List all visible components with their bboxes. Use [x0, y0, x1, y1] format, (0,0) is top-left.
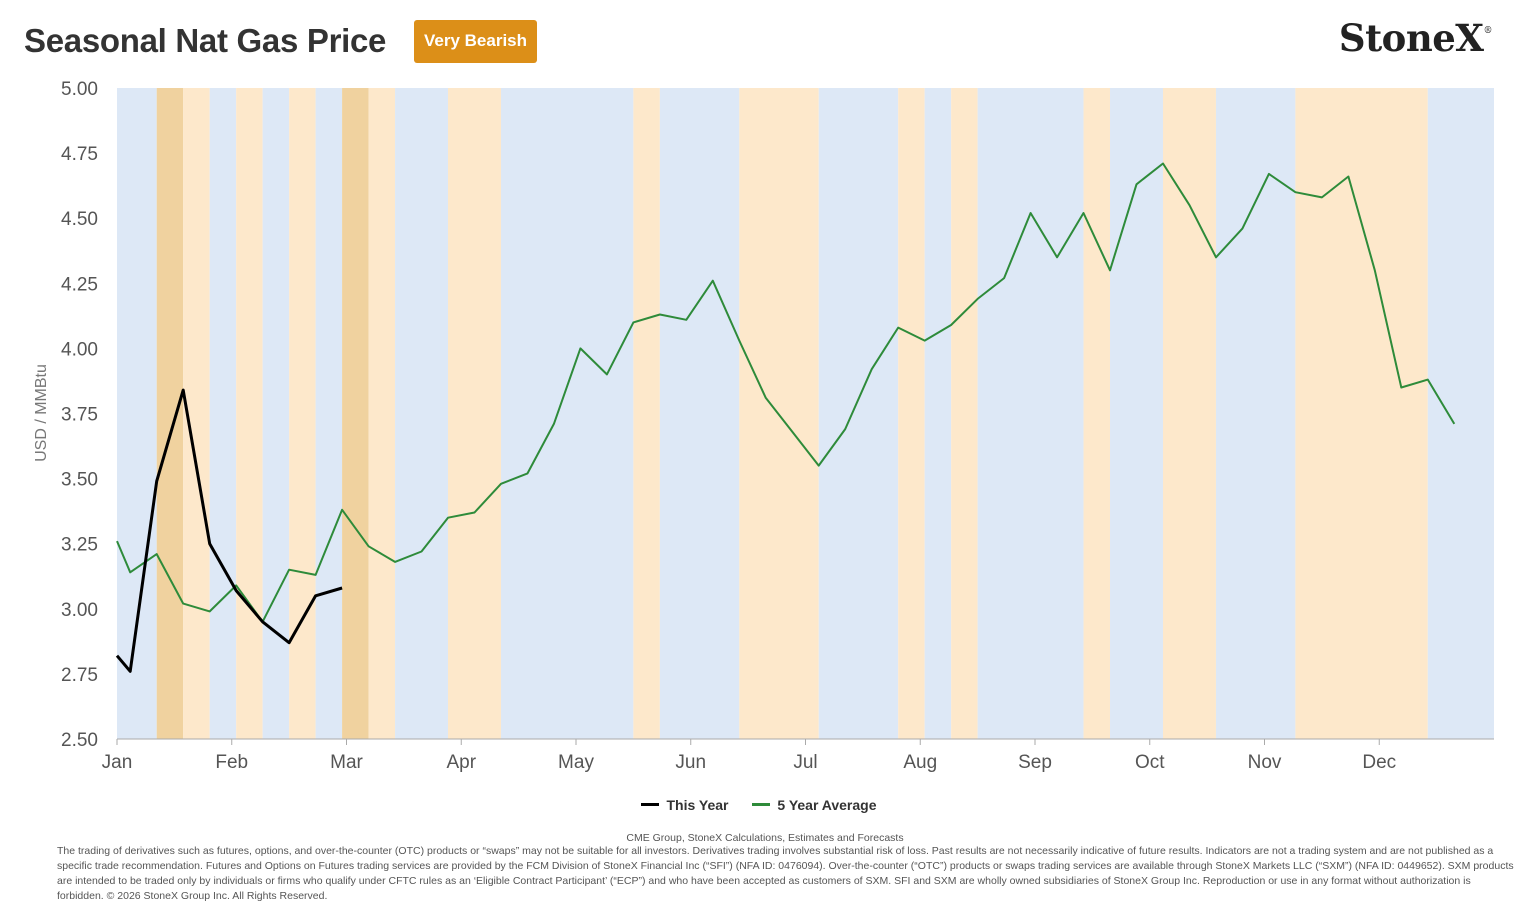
y-tick-label: 3.00: [61, 600, 98, 621]
band-bearish-9: [368, 88, 396, 739]
band-bearish-11: [448, 88, 501, 739]
y-tick-label: 4.00: [61, 339, 98, 360]
x-tick-label: Apr: [446, 752, 476, 773]
x-tick-label: Oct: [1135, 752, 1165, 773]
y-tick-label: 4.75: [61, 144, 98, 165]
y-tick-label: 2.75: [61, 665, 98, 686]
y-tick-label: 5.00: [61, 79, 98, 100]
band-very_bearish-8: [342, 88, 369, 739]
x-tick-label: May: [558, 752, 594, 773]
logo-registered-mark: ®: [1483, 26, 1493, 36]
band-bullish-10: [395, 88, 449, 739]
band-bullish-14: [659, 88, 740, 739]
sentiment-bands: [117, 88, 1494, 739]
legend-swatch-this-year: [641, 802, 660, 806]
band-bearish-13: [633, 88, 660, 739]
band-bullish-18: [924, 88, 952, 739]
y-axis: 2.50 2.75 3.00 3.25 3.50 3.75 4.00 4.25 4.50 4.75…: [61, 79, 98, 751]
x-tick-label: Aug: [903, 752, 937, 773]
x-tick-label: Sep: [1018, 752, 1052, 773]
x-tick-label: Mar: [330, 752, 363, 773]
band-bearish-25: [1295, 88, 1428, 739]
stonex-logo: StoneX®: [1338, 16, 1493, 60]
band-bullish-16: [818, 88, 899, 739]
sentiment-badge: Very Bearish: [414, 20, 538, 63]
band-bullish-12: [500, 88, 634, 739]
band-bearish-19: [951, 88, 978, 739]
band-bullish-24: [1215, 88, 1296, 739]
band-very_bearish-1: [156, 88, 184, 739]
band-bullish-0: [117, 88, 157, 739]
legend: This Year 5 Year Average: [0, 797, 1518, 813]
y-tick-label: 4.25: [61, 274, 98, 295]
legend-item-5-year-average[interactable]: 5 Year Average: [752, 797, 877, 813]
x-tick-label: Feb: [215, 752, 248, 773]
x-tick-label: Dec: [1362, 752, 1396, 773]
band-bearish-17: [898, 88, 925, 739]
band-bullish-22: [1110, 88, 1163, 739]
x-axis: Jan Feb Mar Apr May Jun Jul Aug Sep Oct Nov Dec: [102, 738, 1494, 773]
y-tick-label: 2.50: [61, 730, 98, 751]
y-tick-label: 3.25: [61, 535, 98, 556]
band-bullish-26: [1427, 88, 1494, 739]
chart-title: Seasonal Nat Gas Price: [24, 22, 387, 59]
source-note: CME Group, StoneX Calculations, Estimate…: [626, 832, 904, 844]
x-tick-label: Jan: [102, 752, 133, 773]
x-tick-label: Jul: [793, 752, 817, 773]
legend-label-this-year: This Year: [666, 797, 729, 813]
band-bearish-21: [1083, 88, 1111, 739]
y-axis-label: USD / MMBtu: [33, 364, 50, 462]
x-tick-label: Jun: [675, 752, 706, 773]
y-tick-label: 3.75: [61, 405, 98, 426]
series-line-5-year-average: [116, 162, 1456, 623]
disclaimer-text: The trading of derivatives such as futur…: [57, 845, 1514, 902]
legend-label-5-year-average: 5 Year Average: [777, 797, 877, 813]
band-bullish-7: [315, 88, 343, 739]
series-lines: [115, 162, 1456, 673]
x-tick-label: Nov: [1248, 752, 1282, 773]
band-bearish-4: [236, 88, 263, 739]
band-bearish-23: [1162, 88, 1216, 739]
y-tick-label: 3.50: [61, 470, 98, 491]
legend-item-this-year[interactable]: This Year: [641, 797, 729, 813]
band-bullish-3: [209, 88, 237, 739]
band-bearish-6: [289, 88, 316, 739]
series-line-this-year: [115, 388, 343, 673]
y-tick-label: 4.50: [61, 209, 98, 230]
seasonal-price-chart: 2.50 2.75 3.00 3.25 3.50 3.75 4.00 4.25 4.50 4.75…: [33, 79, 1494, 773]
legend-swatch-5-year-average: [752, 802, 771, 806]
logo-text: StoneX: [1338, 16, 1484, 60]
band-bullish-20: [977, 88, 1084, 739]
